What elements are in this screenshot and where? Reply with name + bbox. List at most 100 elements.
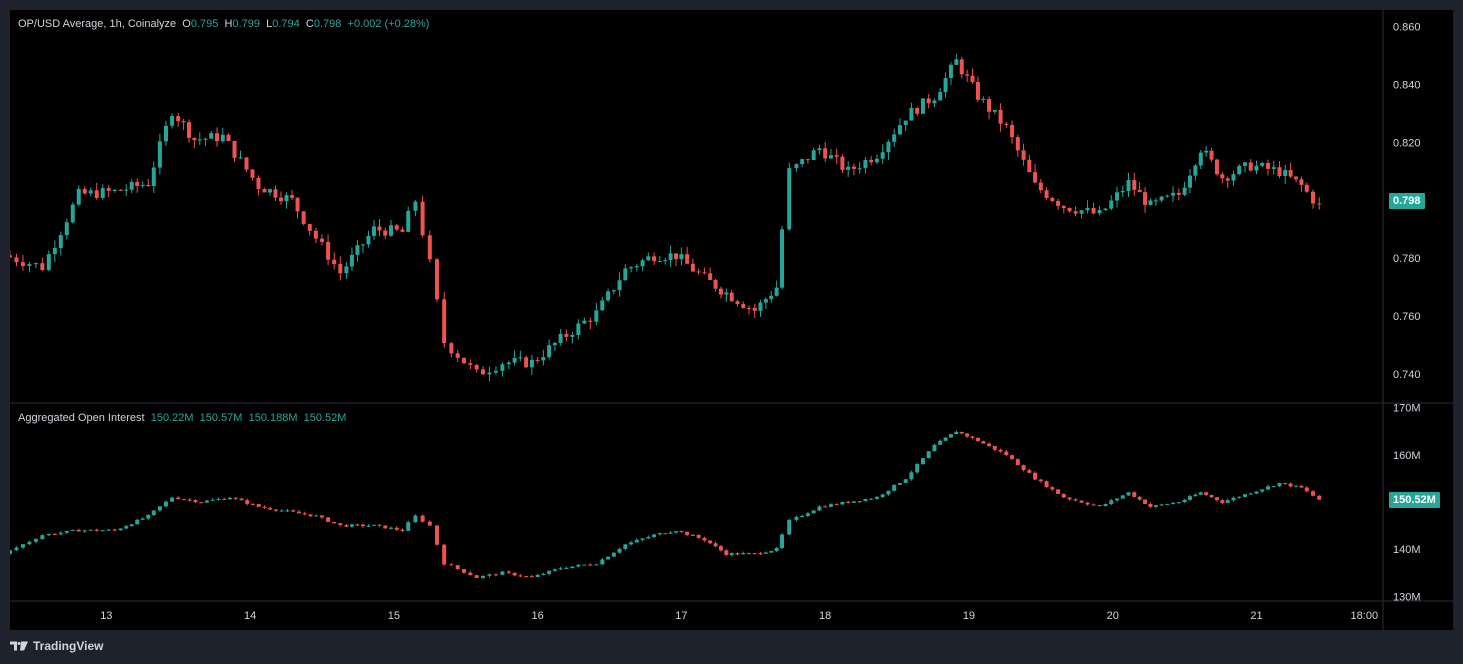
oi-candle [763,552,768,554]
price-candle [1204,150,1209,153]
price-candle [468,363,473,365]
oi-candle [245,500,250,504]
time-axis-tick: 13 [100,610,112,622]
price-candle [606,291,611,301]
price-candle [735,301,740,305]
price-candle [1294,176,1299,180]
price-candle [1027,159,1032,173]
price-candle [1271,167,1276,169]
price-candle [377,226,382,231]
price-axis-tick: 0.820 [1393,137,1421,149]
oi-candle [481,575,486,578]
oi-candle [442,544,447,565]
oi-candle [262,506,267,508]
price-candle [1079,210,1084,214]
price-candle [129,182,134,190]
price-candle [1299,179,1304,185]
oi-candle [524,576,529,578]
price-candle [954,59,959,65]
oi-candle [817,506,822,511]
oi-candle [611,552,616,557]
oi-value-4: 150.52M [303,412,347,424]
oi-candle [1182,499,1187,503]
oi-candle [1242,494,1247,497]
price-candle [1004,123,1009,125]
chart-canvas[interactable]: 0.8600.8400.8200.8000.7800.7600.740170M1… [10,10,1453,630]
oi-candle [1271,486,1276,488]
oi-candle [1015,459,1020,466]
price-candle [1021,150,1026,160]
last-price-tag: 0.798 [1389,193,1425,209]
oi-candle [400,529,405,531]
oi-candle [897,482,902,485]
oi-candle [758,553,763,555]
price-candle [1283,169,1288,177]
oi-candle [1299,485,1304,488]
oi-candle [344,525,349,527]
price-candle [981,99,986,101]
price-candle [360,244,365,246]
price-candle [474,364,479,370]
price-candle [992,109,997,112]
oi-candle [239,498,244,501]
time-axis-tick: 21 [1250,610,1262,622]
oi-candle [326,517,331,522]
price-candle [170,116,175,126]
oi-candle [106,529,111,531]
price-candle [1171,192,1176,196]
price-candle [232,140,237,158]
price-candle [846,166,851,170]
oi-candle [82,530,87,532]
oi-candle [355,524,360,526]
oi-candle [462,569,467,573]
price-candle [76,188,81,205]
price-candle [284,195,289,202]
high-label: H [224,18,233,30]
oi-candle [1097,505,1102,507]
oi-candle [1225,500,1230,503]
oi-candle [794,517,799,520]
oi-candle [383,525,388,529]
oi-candle [1091,504,1096,506]
oi-candle [668,532,673,534]
oi-legend: Aggregated Open Interest 150.22M 150.57M… [18,412,346,424]
price-candle [600,300,605,311]
price-candle [857,168,862,170]
price-candle [926,98,931,104]
price-candle [406,210,411,232]
oi-candle [338,523,343,526]
oi-candle [1067,497,1072,500]
oi-candle [314,515,319,517]
oi-candle [576,564,581,567]
price-candle [388,225,393,236]
price-candle [696,271,701,273]
price-candle [959,59,964,75]
price-candle [975,81,980,100]
oi-candle [992,445,997,450]
oi-candle [349,524,354,527]
oi-candle [1027,470,1032,473]
oi-candle [170,497,175,502]
oi-candle [1061,493,1066,498]
price-axis-tick: 0.780 [1393,253,1421,265]
price-candle [344,266,349,274]
price-candle [1260,163,1265,166]
price-candle [1304,184,1309,192]
oi-candle [1214,497,1219,501]
price-candle [192,137,197,141]
brand-name[interactable]: TradingView [33,639,104,653]
oi-candle [512,572,517,576]
price-candle [541,357,546,361]
oi-candle [518,575,523,577]
oi-candle [1198,492,1203,495]
price-candle [713,280,718,289]
price-candle [163,125,168,142]
price-candle [106,188,111,191]
oi-candle [64,530,69,533]
price-axis-tick: 0.740 [1393,369,1421,381]
price-candle [307,223,312,231]
price-candle [524,357,529,368]
oi-candle [663,533,668,535]
price-candle [20,262,25,267]
price-candle [903,120,908,126]
